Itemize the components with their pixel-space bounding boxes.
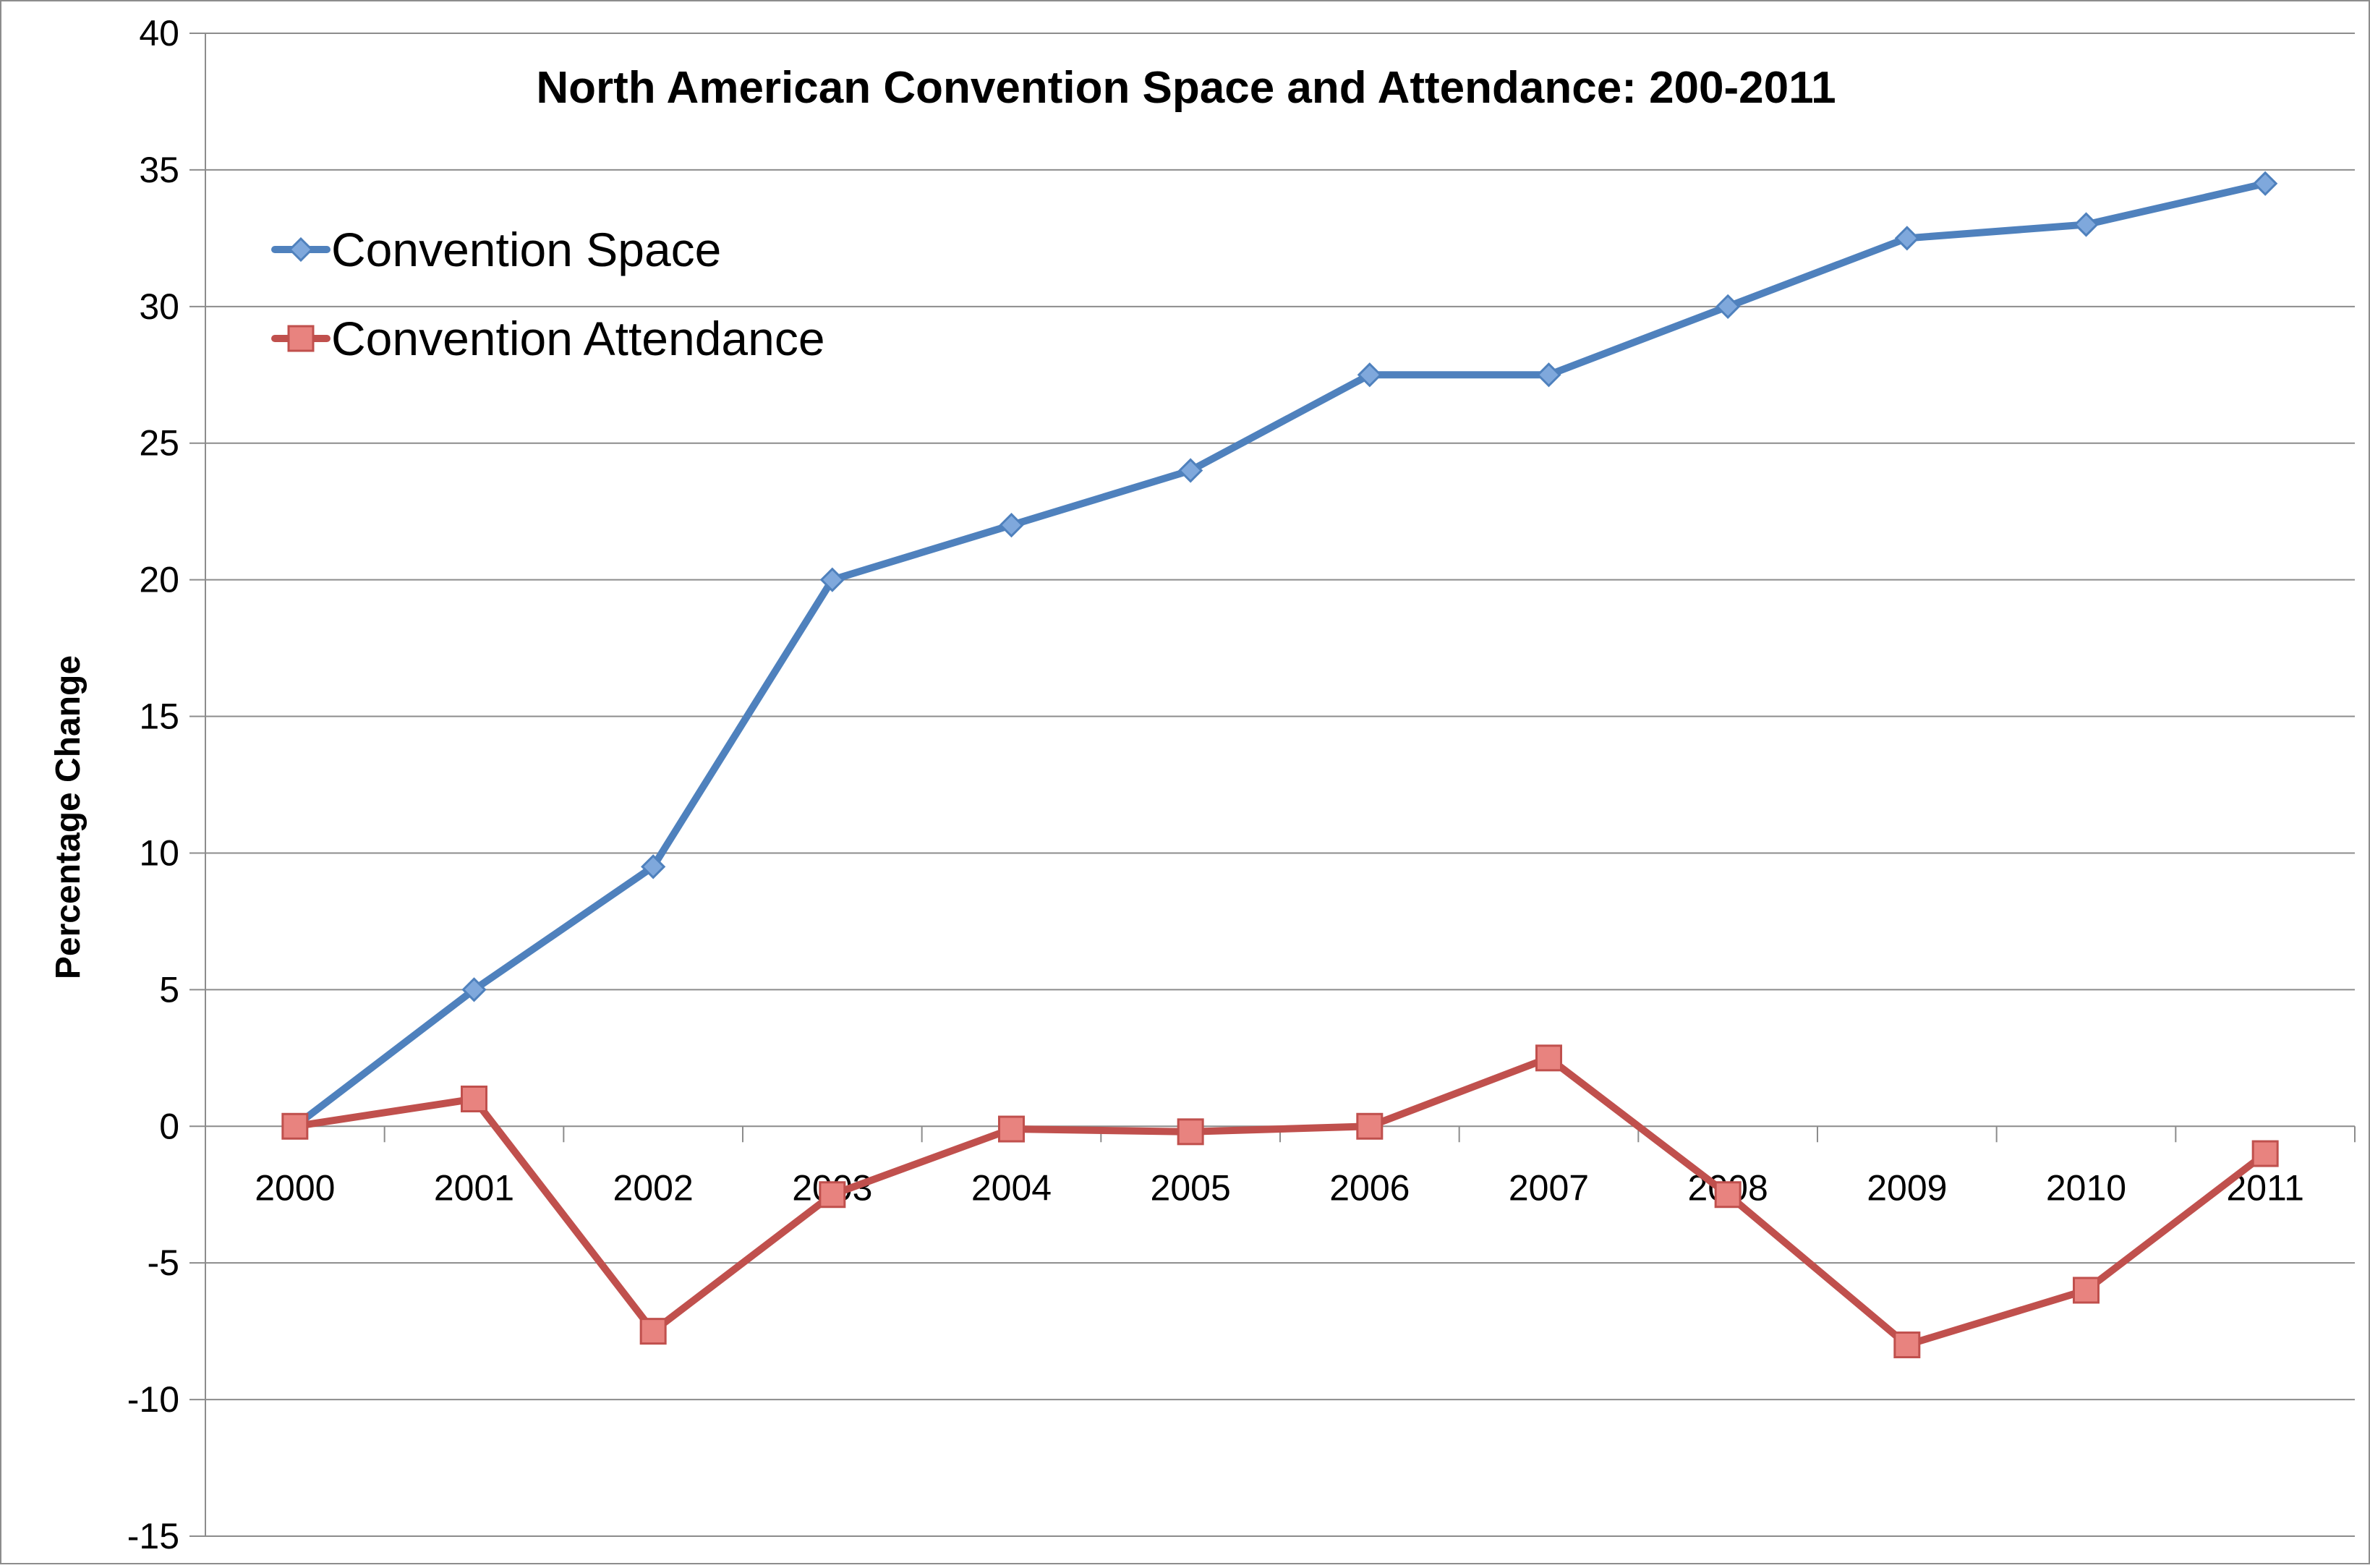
data-point-convention-attendance xyxy=(639,1318,667,1345)
data-point-convention-space xyxy=(461,977,487,1002)
data-point-convention-space xyxy=(999,512,1024,538)
data-point-convention-attendance xyxy=(1714,1181,1742,1209)
x-tick-label: 2001 xyxy=(434,1167,514,1208)
y-tick-label: 35 xyxy=(139,150,179,190)
y-axis-title: Percentage Change xyxy=(49,655,88,979)
data-point-convention-space xyxy=(1715,294,1741,319)
data-point-convention-attendance xyxy=(1535,1044,1562,1072)
legend-label-convention-attendance: Convention Attendance xyxy=(331,312,825,365)
y-tick-label: -10 xyxy=(127,1379,179,1420)
data-point-convention-space xyxy=(1357,362,1382,388)
series-lines xyxy=(291,179,2269,1349)
y-tick-label: 30 xyxy=(139,286,179,327)
legend-marker-convention-space xyxy=(288,237,314,263)
data-point-convention-attendance xyxy=(819,1181,846,1209)
x-tick-label: 2000 xyxy=(255,1167,335,1208)
data-point-convention-space xyxy=(1536,362,1561,388)
gridlines xyxy=(205,33,2355,1537)
data-point-convention-attendance xyxy=(281,1112,309,1140)
x-tick-label: 2006 xyxy=(1329,1167,1410,1208)
data-point-convention-space xyxy=(641,854,666,879)
series-markers xyxy=(281,171,2279,1359)
data-point-convention-attendance xyxy=(1177,1118,1204,1146)
y-tick-label: -15 xyxy=(127,1516,179,1556)
data-point-convention-attendance xyxy=(2251,1140,2279,1167)
y-tick-label: 40 xyxy=(139,13,179,54)
x-tick-label: 2005 xyxy=(1151,1167,1231,1208)
chart-title: North American Convention Space and Atte… xyxy=(536,63,1836,113)
data-point-convention-attendance xyxy=(998,1115,1025,1143)
legend-marker-convention-attendance xyxy=(287,325,315,352)
data-point-convention-space xyxy=(2073,212,2099,237)
data-point-convention-attendance xyxy=(461,1085,487,1112)
data-point-convention-attendance xyxy=(1356,1112,1384,1140)
data-point-convention-space xyxy=(1894,226,1919,251)
x-tick-label: 2007 xyxy=(1509,1167,1589,1208)
x-tick-label: 2002 xyxy=(613,1167,694,1208)
x-tick-label: 2010 xyxy=(2046,1167,2126,1208)
y-tick-label: 5 xyxy=(159,969,179,1010)
y-tick-label: 10 xyxy=(139,832,179,873)
data-point-convention-attendance xyxy=(1893,1331,1921,1359)
data-point-convention-space xyxy=(819,567,845,592)
y-tick-label: 25 xyxy=(139,423,179,464)
y-tick-label: 20 xyxy=(139,560,179,600)
series-line-convention-attendance xyxy=(291,1054,2269,1349)
data-point-convention-attendance xyxy=(2073,1277,2100,1304)
x-tick-label: 2009 xyxy=(1867,1167,1947,1208)
legend: Convention Space Convention Attendance xyxy=(271,223,825,365)
series-line-convention-space xyxy=(291,179,2269,1130)
y-tick-label: 0 xyxy=(159,1106,179,1146)
data-point-convention-space xyxy=(2253,171,2278,196)
legend-label-convention-space: Convention Space xyxy=(331,223,721,276)
y-tick-label: -5 xyxy=(148,1243,179,1283)
y-tick-label: 15 xyxy=(139,696,179,737)
data-point-convention-space xyxy=(1178,458,1203,483)
x-tick-label: 2004 xyxy=(971,1167,1052,1208)
